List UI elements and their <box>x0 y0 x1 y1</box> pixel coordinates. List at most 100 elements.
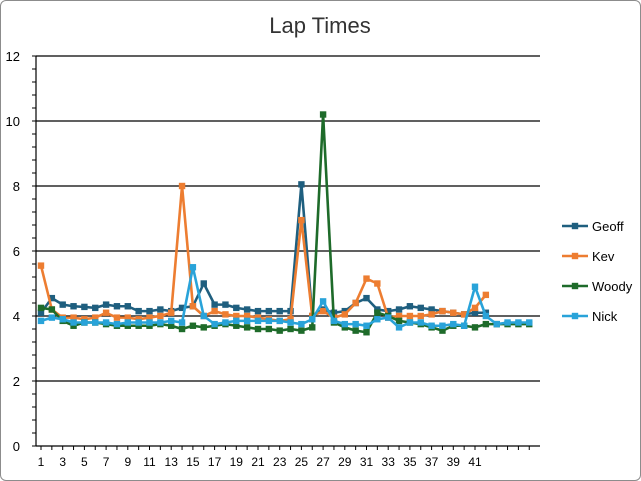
legend: Geoff Kev Woody Nick <box>562 219 633 324</box>
x-tick-label: 15 <box>186 455 200 469</box>
data-point <box>92 314 99 321</box>
data-point <box>287 316 294 323</box>
data-point <box>276 317 283 325</box>
data-point <box>319 111 327 118</box>
data-point <box>254 314 262 321</box>
data-point <box>189 264 197 271</box>
data-point <box>515 319 522 326</box>
legend-label: Woody <box>592 279 633 294</box>
data-point <box>81 316 88 323</box>
data-point <box>113 314 121 321</box>
data-point <box>37 262 45 269</box>
x-tick-label: 23 <box>273 455 287 469</box>
data-point <box>450 309 457 316</box>
data-point <box>460 311 468 318</box>
data-point <box>92 304 99 312</box>
data-point <box>124 322 131 329</box>
legend-swatch-marker <box>571 222 579 230</box>
data-point <box>254 307 262 315</box>
data-point <box>428 306 435 313</box>
y-tick-label: 8 <box>13 179 20 194</box>
data-point <box>374 306 381 313</box>
data-point <box>233 317 240 325</box>
data-point <box>319 298 327 305</box>
data-point <box>168 317 175 325</box>
y-tick-label: 12 <box>6 49 20 64</box>
x-tick-label: 11 <box>143 455 156 469</box>
data-point <box>200 312 207 320</box>
data-point <box>352 327 359 334</box>
data-point <box>146 314 153 321</box>
data-point <box>178 182 186 190</box>
data-point <box>482 320 490 328</box>
data-point <box>363 322 370 329</box>
legend-item-kev: Kev <box>562 249 615 264</box>
data-point <box>319 307 327 315</box>
data-point <box>363 294 370 302</box>
data-point <box>482 291 490 299</box>
x-tick-label: 21 <box>251 455 265 469</box>
x-axis-tick-labels: 1 3 5 7 9 11 13 15 17 19 21 23 25 27 29 31 33 35 37 39 41 <box>38 455 482 469</box>
data-point <box>102 319 110 326</box>
data-point <box>37 317 45 325</box>
data-point <box>265 307 273 315</box>
series-line <box>39 184 487 323</box>
data-point <box>222 311 229 318</box>
legend-item-geoff: Geoff <box>562 219 624 234</box>
series-geoff <box>37 181 490 320</box>
data-point <box>460 322 468 329</box>
data-point <box>200 280 207 287</box>
y-tick-label: 0 <box>13 439 20 454</box>
legend-swatch-marker <box>571 312 579 320</box>
data-point <box>341 311 348 318</box>
data-point <box>406 312 414 320</box>
data-point <box>395 324 403 331</box>
x-tick-label: 1 <box>38 455 45 469</box>
data-point <box>298 327 305 334</box>
x-tick-label: 25 <box>295 455 309 469</box>
data-point <box>417 304 424 312</box>
data-point <box>37 304 45 312</box>
x-tick-label: 3 <box>59 455 66 469</box>
data-point <box>124 319 131 326</box>
data-point <box>81 319 88 326</box>
legend-item-woody: Woody <box>562 279 633 294</box>
data-point <box>374 280 381 287</box>
data-point <box>211 301 218 308</box>
data-point <box>222 301 229 308</box>
data-point <box>406 319 414 326</box>
data-point <box>254 325 262 333</box>
data-point <box>265 317 273 325</box>
data-point <box>298 216 305 224</box>
data-point <box>287 325 294 333</box>
chart-title: Lap Times <box>269 13 371 38</box>
data-point <box>70 319 77 326</box>
data-point <box>92 319 99 326</box>
data-point <box>135 322 142 329</box>
x-tick-label: 37 <box>425 455 439 469</box>
data-point <box>124 314 131 321</box>
data-point <box>406 303 414 310</box>
data-point <box>168 322 175 329</box>
y-tick-label: 4 <box>13 309 20 324</box>
data-point <box>243 306 251 313</box>
data-point <box>287 319 294 326</box>
data-point <box>439 322 446 329</box>
x-tick-label: 13 <box>165 455 179 469</box>
data-point <box>70 314 77 321</box>
data-point <box>189 322 197 329</box>
data-point <box>243 312 251 320</box>
legend-item-nick: Nick <box>562 309 618 324</box>
data-point <box>178 325 186 333</box>
data-point <box>428 322 435 329</box>
data-point <box>417 312 424 320</box>
data-point <box>233 322 240 329</box>
x-tick-label: 29 <box>338 455 352 469</box>
data-point <box>243 324 251 331</box>
data-point <box>211 320 218 328</box>
data-point <box>276 307 283 315</box>
data-point <box>352 320 359 328</box>
data-point <box>504 319 511 326</box>
y-tick-label: 10 <box>6 114 20 129</box>
data-point <box>233 304 240 312</box>
